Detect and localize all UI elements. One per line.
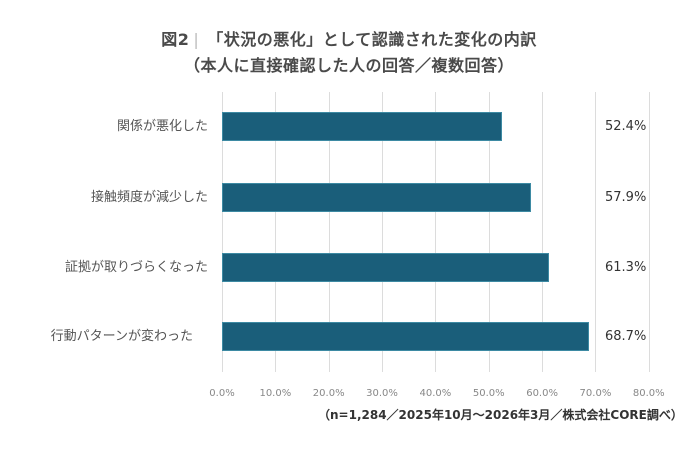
gridline (488, 92, 490, 372)
bar (222, 112, 502, 141)
category-label: 関係が悪化した (116, 119, 208, 134)
category-label: 接触頻度が減少した (90, 190, 208, 205)
x-tick-label: 20.0% (312, 388, 345, 399)
bar (222, 253, 550, 282)
gridline (542, 92, 544, 372)
chart-title: 図2 | 「状況の悪化」として認識された変化の内訳 (0, 26, 698, 50)
x-tick-label: 80.0% (632, 388, 665, 399)
x-tick-label: 0.0% (209, 388, 235, 399)
gridline (382, 92, 384, 372)
figure-number: 図2 (161, 30, 190, 49)
gridline (222, 92, 223, 372)
x-tick-label: 40.0% (419, 388, 452, 399)
value-label: 52.4% (605, 119, 647, 134)
gridline (275, 92, 277, 372)
bar (222, 183, 531, 212)
title-main: 「状況の悪化」として認識された変化の内訳 (207, 30, 537, 49)
title-separator: | (193, 30, 200, 49)
x-tick-label: 10.0% (259, 388, 292, 399)
value-label: 68.7% (605, 329, 647, 344)
gridline (648, 92, 650, 372)
x-tick-label: 50.0% (472, 388, 505, 399)
value-label: 61.3% (605, 260, 647, 275)
x-tick-label: 70.0% (579, 388, 612, 399)
category-label: 行動パターンが変わった (50, 329, 193, 344)
gridline (595, 92, 597, 372)
category-label: 証拠が取りづらくなった (64, 260, 208, 275)
gridline (435, 92, 437, 372)
source-note: （n=1,284／2025年10月～2026年3月／株式会社CORE調べ） (318, 408, 683, 422)
x-tick-label: 60.0% (526, 388, 558, 399)
x-tick-label: 30.0% (366, 388, 398, 399)
value-label: 57.9% (605, 190, 647, 205)
chart-subtitle: （本人に直接確認した人の回答／複数回答） (183, 56, 514, 75)
gridline (328, 92, 330, 372)
bar (222, 322, 589, 351)
